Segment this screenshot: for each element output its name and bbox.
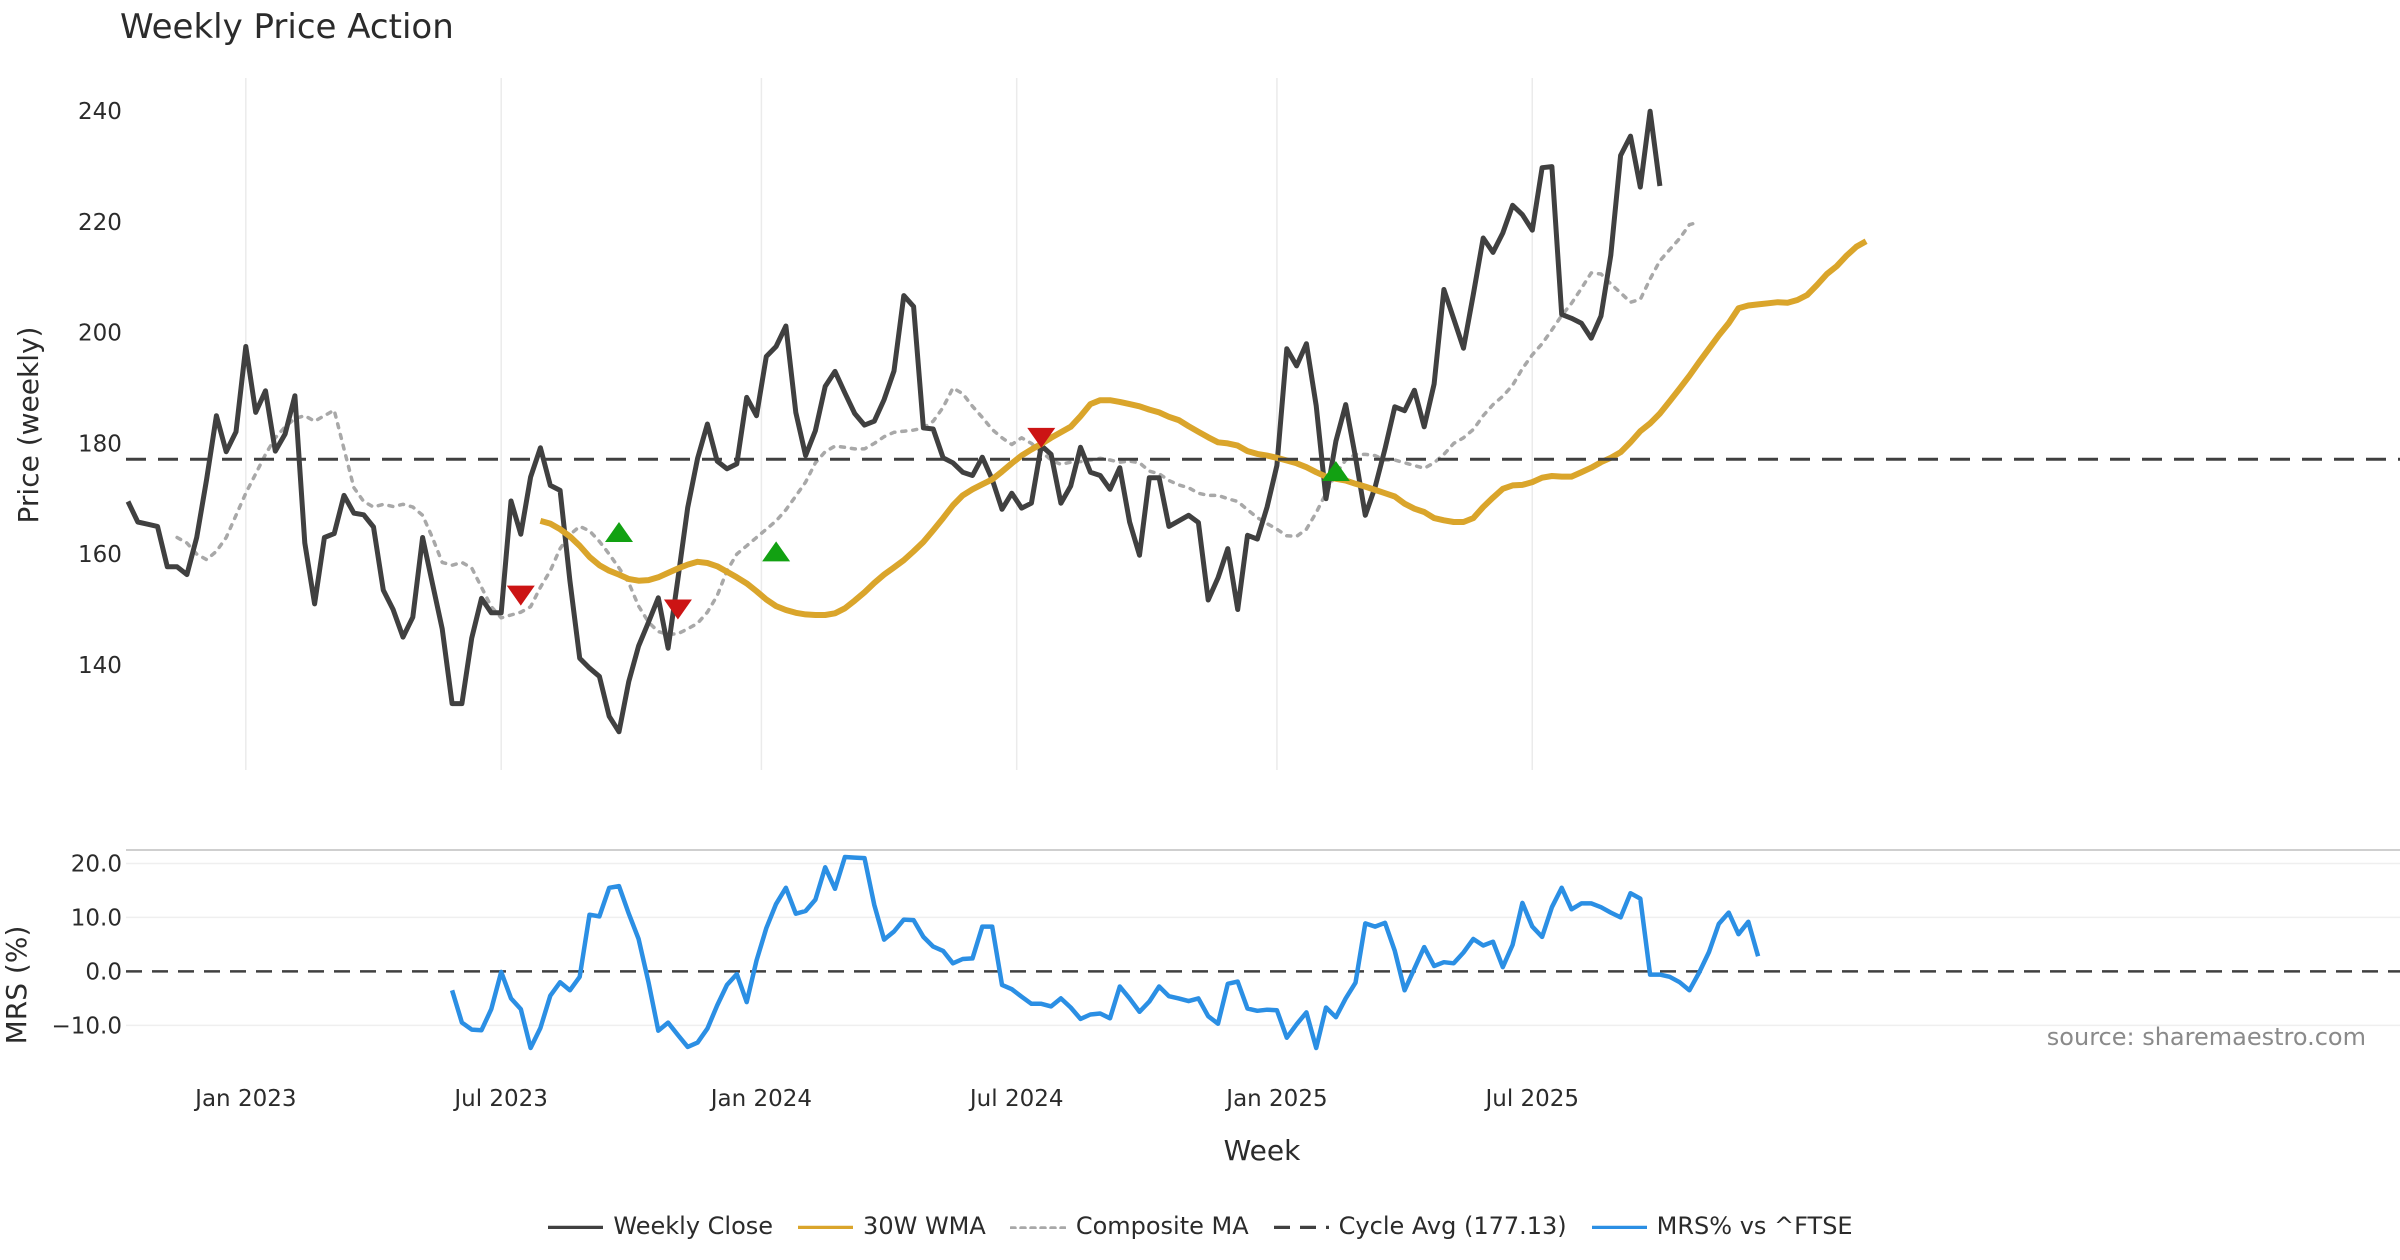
legend-item-weekly-close: Weekly Close	[547, 1212, 773, 1240]
composite-ma-line	[175, 220, 1701, 637]
price-y-tick-label: 220	[78, 210, 122, 236]
x-tick-label: Jul 2023	[452, 1086, 548, 1112]
price-series-group	[125, 108, 2400, 735]
price-y-axis-title: Price (weekly)	[12, 327, 45, 524]
buy-signal-marker	[1321, 461, 1350, 482]
mrs-y-axis-title: MRS (%)	[0, 926, 33, 1045]
sell-signal-marker	[663, 599, 692, 620]
legend-label: Cycle Avg (177.13)	[1338, 1212, 1567, 1240]
legend-item-composite-ma: Composite MA	[1009, 1212, 1249, 1240]
price-y-tick-label: 140	[78, 653, 122, 679]
buy-signal-marker	[762, 541, 791, 562]
chart-title: Weekly Price Action	[120, 7, 454, 47]
x-tick-label: Jan 2024	[709, 1086, 812, 1112]
legend-label: Composite MA	[1075, 1212, 1249, 1240]
price-grid	[245, 78, 1534, 770]
weekly-close-line	[125, 108, 1663, 735]
legend-label: MRS% vs ^FTSE	[1656, 1212, 1853, 1240]
x-axis-title: Week	[1224, 1134, 1301, 1167]
x-tick-label: Jan 2023	[193, 1086, 296, 1112]
mrs-y-tick-label: 10.0	[71, 905, 122, 931]
legend-swatch	[1591, 1225, 1647, 1229]
signal-markers	[506, 427, 1350, 620]
price-y-tick-label: 240	[78, 99, 122, 125]
x-tick-label: Jan 2025	[1224, 1086, 1327, 1112]
legend-label: Weekly Close	[613, 1212, 774, 1240]
axis-labels: Jan 2023 Jul 2023 Jan 2024 Jul 2024 Jan 2025…	[52, 99, 1580, 1112]
legend-item-cycle-avg-177-13: Cycle Avg (177.13)	[1273, 1212, 1567, 1240]
legend-item-30w-wma: 30W WMA	[797, 1212, 986, 1240]
mrs-grid	[126, 849, 2400, 1027]
mrs-y-tick-label: −10.0	[52, 1013, 122, 1039]
chart-legend: Weekly Close 30W WMA Composite MA Cycle Avg…	[0, 1212, 2400, 1240]
legend-swatch	[798, 1225, 854, 1229]
x-tick-label: Jul 2025	[1483, 1086, 1579, 1112]
price-y-tick-label: 200	[78, 321, 122, 347]
sell-signal-marker	[506, 585, 535, 606]
mrs-series-group	[449, 854, 1761, 1051]
buy-signal-marker	[605, 521, 633, 542]
mrs-vs-ftse-line	[449, 854, 1761, 1051]
source-annotation: source: sharemaestro.com	[2047, 1023, 2366, 1051]
sell-signal-marker	[1027, 427, 1056, 448]
30w-wma-line	[539, 238, 1868, 618]
legend-swatch	[1273, 1225, 1329, 1229]
legend-item-mrs-vs-ftse: MRS% vs ^FTSE	[1591, 1212, 1853, 1240]
legend-swatch	[1009, 1226, 1066, 1229]
legend-swatch	[548, 1225, 604, 1229]
price-y-tick-label: 160	[78, 542, 122, 568]
x-tick-label: Jul 2024	[968, 1086, 1064, 1112]
price-y-tick-label: 180	[78, 431, 122, 457]
mrs-y-tick-label: 0.0	[85, 959, 122, 985]
mrs-y-tick-label: 20.0	[71, 851, 122, 877]
legend-label: 30W WMA	[863, 1212, 986, 1240]
